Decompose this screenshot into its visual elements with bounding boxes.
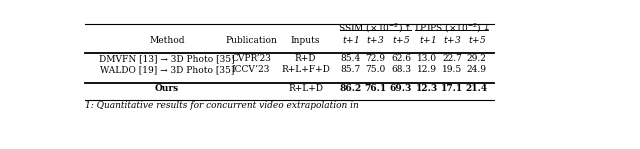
Text: 21.4: 21.4	[466, 84, 488, 93]
Text: 12.9: 12.9	[417, 65, 437, 74]
Text: Method: Method	[149, 36, 184, 45]
Text: $t$+3: $t$+3	[367, 34, 385, 45]
Text: 62.6: 62.6	[391, 54, 411, 63]
Text: 85.7: 85.7	[340, 65, 360, 74]
Text: 17.1: 17.1	[441, 84, 463, 93]
Text: ICCV’23: ICCV’23	[232, 65, 270, 74]
Text: CVPR’23: CVPR’23	[231, 54, 271, 63]
Text: 68.3: 68.3	[391, 65, 411, 74]
Text: Inputs: Inputs	[291, 36, 321, 45]
Text: 75.0: 75.0	[365, 65, 386, 74]
Text: $t$+5: $t$+5	[392, 34, 410, 45]
Text: LPIPS ($\times10^{-2}$)$\downarrow$: LPIPS ($\times10^{-2}$)$\downarrow$	[414, 21, 490, 35]
Text: $t$+1: $t$+1	[342, 34, 359, 45]
Text: 29.2: 29.2	[467, 54, 487, 63]
Text: 22.7: 22.7	[442, 54, 462, 63]
Text: 76.1: 76.1	[365, 84, 387, 93]
Text: R+D: R+D	[295, 54, 316, 63]
Text: 24.9: 24.9	[467, 65, 487, 74]
Text: R+L+F+D: R+L+F+D	[281, 65, 330, 74]
Text: R+L+D: R+L+D	[288, 84, 323, 93]
Text: 85.4: 85.4	[340, 54, 360, 63]
Text: Ours: Ours	[155, 84, 179, 93]
Text: 12.3: 12.3	[416, 84, 438, 93]
Text: 1: Quantitative results for concurrent video extrapolation in: 1: Quantitative results for concurrent v…	[85, 101, 358, 110]
Text: $t$+3: $t$+3	[443, 34, 461, 45]
Text: 13.0: 13.0	[417, 54, 437, 63]
Text: DMVFN [13] → 3D Photo [35]: DMVFN [13] → 3D Photo [35]	[99, 54, 235, 63]
Text: 86.2: 86.2	[339, 84, 362, 93]
Text: 19.5: 19.5	[442, 65, 462, 74]
Text: WALDO [19] → 3D Photo [35]: WALDO [19] → 3D Photo [35]	[100, 65, 234, 74]
Text: 69.3: 69.3	[390, 84, 412, 93]
Text: SSIM ($\times10^{-2}$)$\uparrow$: SSIM ($\times10^{-2}$)$\uparrow$	[338, 21, 411, 35]
Text: 72.9: 72.9	[365, 54, 386, 63]
Text: $t$+1: $t$+1	[419, 34, 436, 45]
Text: Publication: Publication	[225, 36, 277, 45]
Text: $t$+5: $t$+5	[468, 34, 486, 45]
